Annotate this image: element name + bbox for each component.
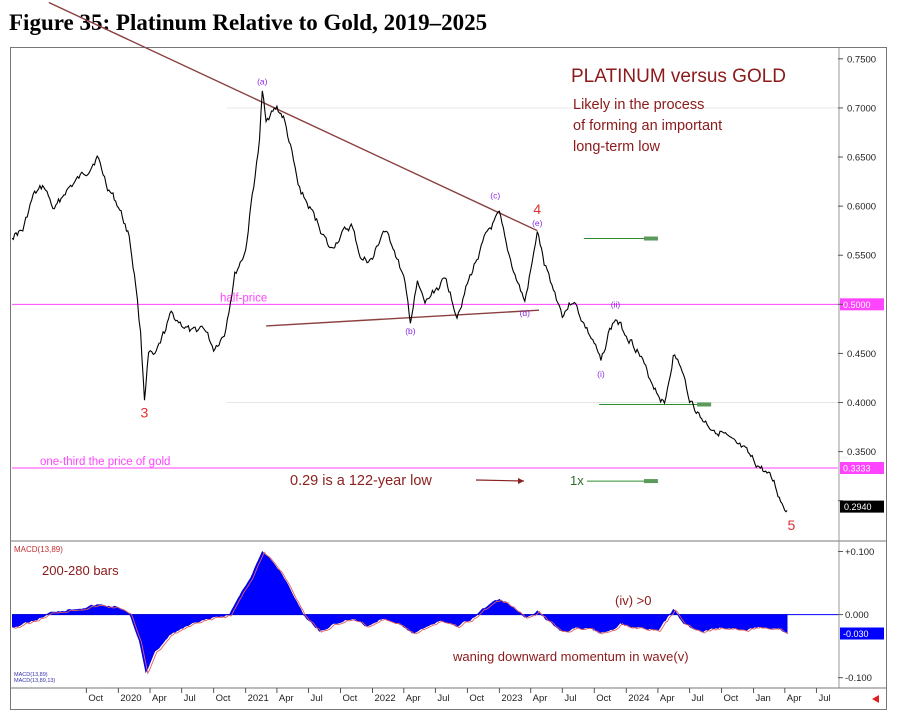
- macd-legend-line-2: MACD(13,89,13): [14, 678, 55, 684]
- wave-label-1: (b): [405, 326, 416, 336]
- reference-value-box-0: [840, 298, 884, 311]
- series-line: [12, 90, 788, 513]
- trendline-0: [48, 1, 538, 232]
- trendline-1: [266, 309, 540, 327]
- time-tick-label-18: Apr: [660, 693, 675, 704]
- chart-subtitle-line-3: long-term low: [573, 139, 661, 155]
- reference-line-label-1: one-third the price of gold: [40, 456, 170, 468]
- reference-value-box-1: [840, 462, 884, 475]
- measure-line-end-0: [643, 236, 658, 241]
- figure-title: Figure 35: Platinum Relative to Gold, 20…: [9, 10, 488, 35]
- scroll-arrow-icon: [872, 695, 879, 703]
- last-value-box: [840, 500, 884, 513]
- reference-line-label-0: half-price: [220, 292, 267, 304]
- price-tick-label-9: 0.7500: [847, 54, 876, 65]
- time-tick-label-22: Apr: [787, 693, 802, 704]
- reference-lines: half-price 0.5000 one-third the price of g…: [12, 292, 884, 475]
- time-tick-label-2: Apr: [152, 693, 167, 704]
- time-tick-label-11: Jul: [437, 693, 449, 704]
- wave-label-4: (e): [532, 218, 543, 228]
- measure-line-end-1: [697, 402, 712, 407]
- price-tick-label-8: 0.7000: [847, 103, 876, 114]
- macd-label-momentum: waning downward momentum in wave(v): [452, 649, 689, 664]
- time-tick-label-7: Jul: [311, 693, 323, 704]
- time-tick-label-16: Oct: [596, 693, 611, 704]
- major-wave-label-2: 5: [788, 517, 796, 533]
- main-gridlines: [227, 107, 838, 403]
- time-tick-label-10: Apr: [406, 693, 421, 704]
- macd-tick-label-2: +0.100: [845, 547, 874, 558]
- time-tick-label-21: Jan: [756, 693, 771, 704]
- macd-title: MACD(13,89): [14, 545, 63, 554]
- price-tick-label-2: 0.4000: [847, 398, 876, 409]
- chart-title: PLATINUM versus GOLD: [571, 66, 786, 87]
- time-tick-label-23: Jul: [818, 693, 830, 704]
- time-tick-label-3: Jul: [184, 693, 196, 704]
- macd-label-bars: 200-280 bars: [42, 563, 119, 578]
- chart-subtitle-line-2: of forming an important: [573, 118, 722, 134]
- time-tick-label-20: Oct: [724, 693, 739, 704]
- macd-signal-line: [13, 551, 788, 675]
- time-tick-label-9: 2022: [375, 693, 396, 704]
- measure-line-label-2: 1x: [570, 473, 584, 488]
- major-wave-label-0: 3: [141, 404, 149, 420]
- time-tick-label-17: 2024: [628, 693, 649, 704]
- macd-tick-label-0: -0.100: [845, 673, 872, 684]
- macd-series-group: [12, 550, 788, 675]
- reference-value-label-0: 0.5000: [843, 300, 871, 310]
- time-tick-label-8: Oct: [343, 693, 358, 704]
- macd-last-value-label: -0.030: [843, 629, 869, 639]
- low-annotation-arrow: [475, 478, 525, 484]
- price-tick-label-6: 0.6000: [847, 202, 876, 213]
- trendlines: [48, 1, 540, 327]
- chart-frame: [10, 47, 887, 710]
- wave-label-3: (d): [520, 308, 531, 318]
- macd-panel: -0.100 0.000 +0.100 -0.030 MACD(13,89) 200-28…: [12, 545, 884, 684]
- price-tick-label-3: 0.4500: [847, 349, 876, 360]
- time-tick-label-19: Jul: [692, 693, 704, 704]
- wave-label-2: (c): [490, 190, 500, 200]
- last-value-label: 0.2940: [844, 502, 872, 512]
- time-tick-label-14: Apr: [533, 693, 548, 704]
- wave-label-6: (ii): [611, 299, 621, 309]
- macd-last-value-box: [840, 627, 884, 640]
- ratio-series: [12, 90, 788, 513]
- wave-label-0: (a): [257, 76, 268, 86]
- chart-subtitle-line-1: Likely in the process: [573, 97, 704, 113]
- price-tick-label-1: 0.3500: [847, 447, 876, 458]
- time-tick-label-13: 2023: [501, 693, 522, 704]
- major-wave-label-1: 4: [533, 201, 541, 217]
- low-annotation: 0.29 is a 122-year low: [290, 473, 432, 489]
- time-tick-label-0: Oct: [88, 693, 103, 704]
- time-tick-label-1: 2020: [120, 693, 141, 704]
- macd-legend-line-1: MACD(13,89): [14, 672, 48, 678]
- time-axis: Oct 2020 Apr Jul Oct 2021 Apr Jul Oct 2022 Apr Jul O…: [85, 688, 879, 704]
- price-tick-label-7: 0.6500: [847, 153, 876, 164]
- price-axis: 0.3500 0.4000 0.4500 0.5500 0.6000 0.6500 0.70…: [838, 54, 876, 502]
- time-tick-label-4: Oct: [216, 693, 231, 704]
- wave-label-5: (i): [597, 369, 605, 379]
- measure-line-end-2: [643, 479, 658, 484]
- measure-lines: 1x: [570, 236, 712, 488]
- macd-label-wave-iv: (iv) >0: [615, 593, 651, 608]
- macd-tick-label-1: 0.000: [845, 610, 869, 621]
- time-tick-label-12: Oct: [469, 693, 484, 704]
- time-tick-label-15: Jul: [564, 693, 576, 704]
- wave-labels: (a) (b) (c) (d) (e) (i) (ii) 3 4 5: [141, 76, 796, 533]
- reference-value-label-1: 0.3333: [843, 464, 871, 474]
- time-tick-label-5: 2021: [248, 693, 269, 704]
- price-tick-label-5: 0.5500: [847, 251, 876, 262]
- time-tick-label-6: Apr: [279, 693, 294, 704]
